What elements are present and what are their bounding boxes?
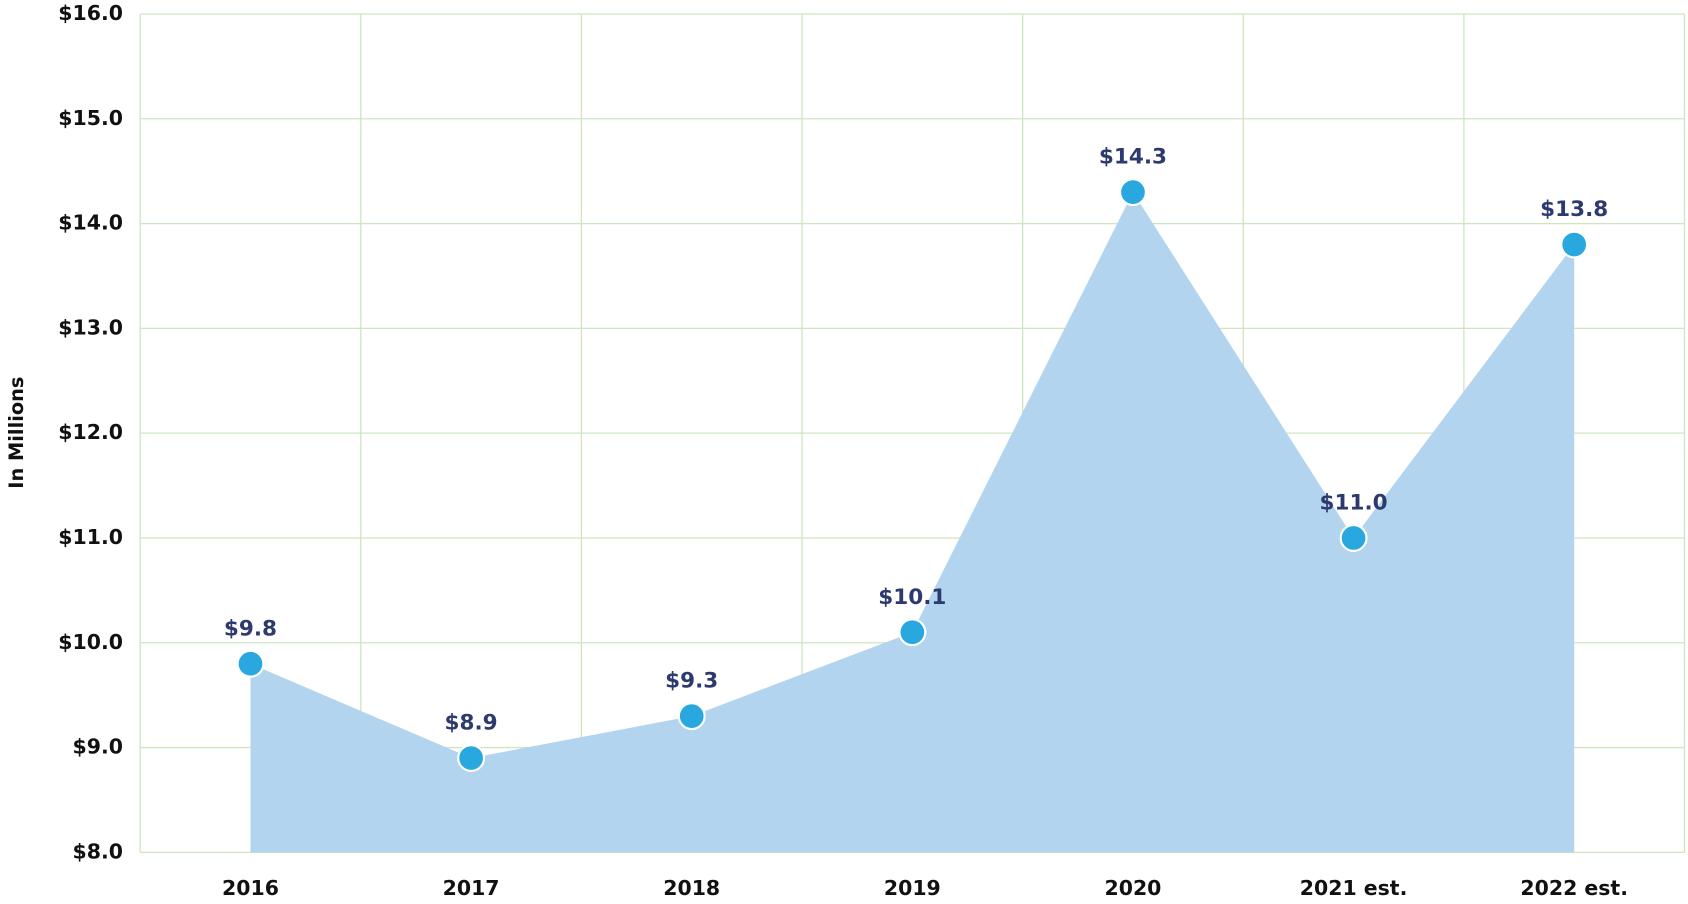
area (250, 192, 1575, 853)
marker (457, 744, 486, 773)
y-axis-label: In Millions (5, 377, 28, 489)
y-tick-label: $15.0 (58, 106, 123, 130)
marker (677, 702, 706, 731)
marker (236, 649, 265, 678)
y-tick-label: $11.0 (58, 525, 123, 549)
x-tick-label: 2016 (222, 876, 279, 900)
data-label: $8.9 (445, 711, 498, 736)
y-tick-label: $10.0 (58, 630, 123, 654)
y-tick-label: $12.0 (58, 420, 123, 444)
x-tick-label: 2021 est. (1300, 876, 1408, 900)
x-tick-label: 2019 (884, 876, 941, 900)
x-tick-label: 2017 (443, 876, 500, 900)
marker (1118, 178, 1147, 207)
marker (898, 618, 927, 647)
data-label: $14.3 (1099, 145, 1167, 170)
x-tick-label: 2022 est. (1520, 876, 1628, 900)
y-tick-label: $13.0 (58, 315, 123, 339)
x-tick-label: 2020 (1105, 876, 1162, 900)
y-tick-label: $8.0 (73, 839, 123, 863)
marker (1339, 523, 1368, 552)
data-label: $11.0 (1320, 491, 1388, 516)
marker (1560, 230, 1589, 259)
data-label: $10.1 (878, 585, 946, 610)
y-tick-label: $16.0 (58, 1, 123, 25)
data-label: $9.3 (665, 669, 718, 694)
data-label: $13.8 (1540, 197, 1608, 222)
y-tick-label: $14.0 (58, 211, 123, 235)
data-label: $9.8 (224, 616, 277, 641)
x-tick-label: 2018 (663, 876, 720, 900)
y-tick-label: $9.0 (73, 735, 123, 759)
